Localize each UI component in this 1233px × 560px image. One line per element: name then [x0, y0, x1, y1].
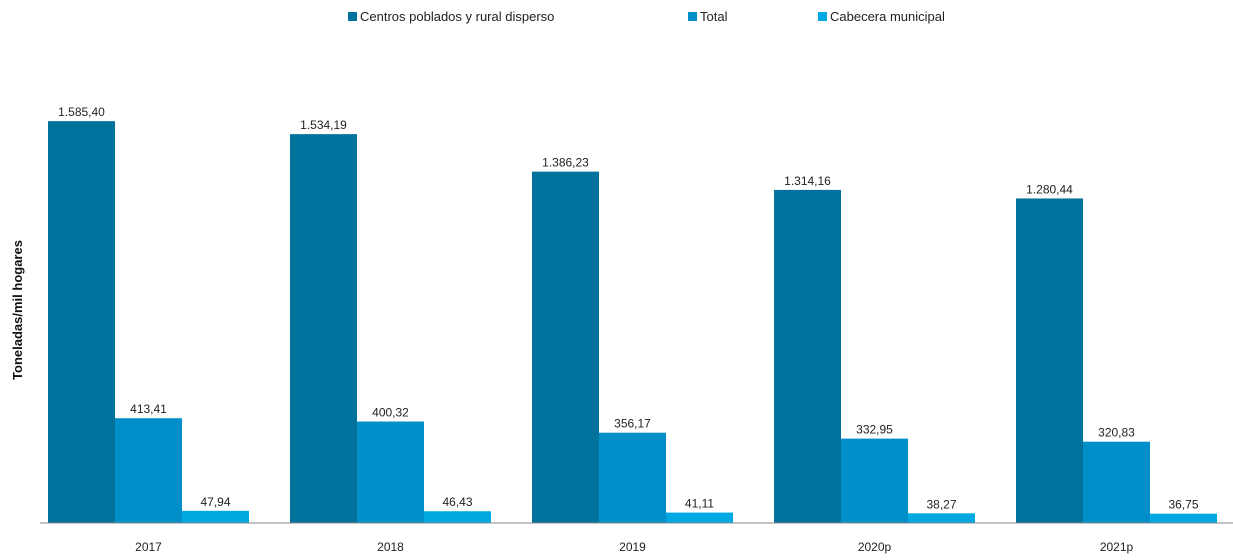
data-label-2020p-series-0: 1.314,16 — [784, 174, 831, 188]
value-labels-group: 1.585,40 413,41 47,94 1.534,19 400,32 46,43 1.… — [58, 105, 1199, 512]
bar-2019-series-2 — [666, 512, 733, 523]
data-label-2018-series-0: 1.534,19 — [300, 118, 347, 132]
x-tick-label-2017: 2017 — [135, 540, 162, 554]
chart-legend: Centros poblados y rural disperso Total Ca… — [348, 9, 945, 24]
y-axis-title: Toneladas/mil hogares — [10, 240, 25, 380]
bar-2020p-series-0 — [774, 189, 841, 523]
bar-2021p-series-0 — [1016, 198, 1083, 524]
bar-2021p-series-1 — [1083, 441, 1150, 523]
x-tick-label-2021p: 2021p — [1100, 540, 1134, 554]
bars-group — [48, 121, 1217, 524]
data-label-2021p-series-2: 36,75 — [1168, 498, 1198, 512]
bar-2017-series-1 — [115, 418, 182, 523]
legend-swatch-series-2 — [818, 12, 827, 21]
data-label-2020p-series-1: 332,95 — [856, 423, 893, 437]
legend-label-series-0: Centros poblados y rural disperso — [360, 9, 554, 24]
legend-label-series-2: Cabecera municipal — [830, 9, 945, 24]
data-label-2017-series-0: 1.585,40 — [58, 105, 105, 119]
x-tick-label-2018: 2018 — [377, 540, 404, 554]
legend-label-series-1: Total — [700, 9, 728, 24]
legend-swatch-series-1 — [688, 12, 697, 21]
data-label-2020p-series-2: 38,27 — [926, 497, 956, 511]
bar-2018-series-2 — [424, 511, 491, 523]
data-label-2019-series-0: 1.386,23 — [542, 156, 589, 170]
bar-2021p-series-2 — [1150, 513, 1217, 523]
data-label-2019-series-1: 356,17 — [614, 417, 651, 431]
bar-2017-series-2 — [182, 510, 249, 523]
data-label-2018-series-2: 46,43 — [442, 495, 472, 509]
x-tick-label-2019: 2019 — [619, 540, 646, 554]
data-label-2017-series-1: 413,41 — [130, 402, 167, 416]
bar-2020p-series-2 — [908, 513, 975, 523]
data-label-2021p-series-0: 1.280,44 — [1026, 182, 1073, 196]
bar-2017-series-0 — [48, 121, 115, 523]
data-label-2019-series-2: 41,11 — [685, 497, 714, 511]
data-label-2017-series-2: 47,94 — [200, 495, 230, 509]
data-label-2021p-series-1: 320,83 — [1098, 426, 1135, 440]
x-tick-label-2020p: 2020p — [858, 540, 892, 554]
bar-2018-series-0 — [290, 134, 357, 523]
data-label-2018-series-1: 400,32 — [372, 406, 409, 420]
bar-2019-series-0 — [532, 171, 599, 523]
bar-2018-series-1 — [357, 421, 424, 523]
legend-swatch-series-0 — [348, 12, 357, 21]
bar-2019-series-1 — [599, 432, 666, 523]
x-axis-tick-labels: 2017 2018 2019 2020p 2021p — [135, 540, 1133, 554]
bar-2020p-series-1 — [841, 438, 908, 523]
